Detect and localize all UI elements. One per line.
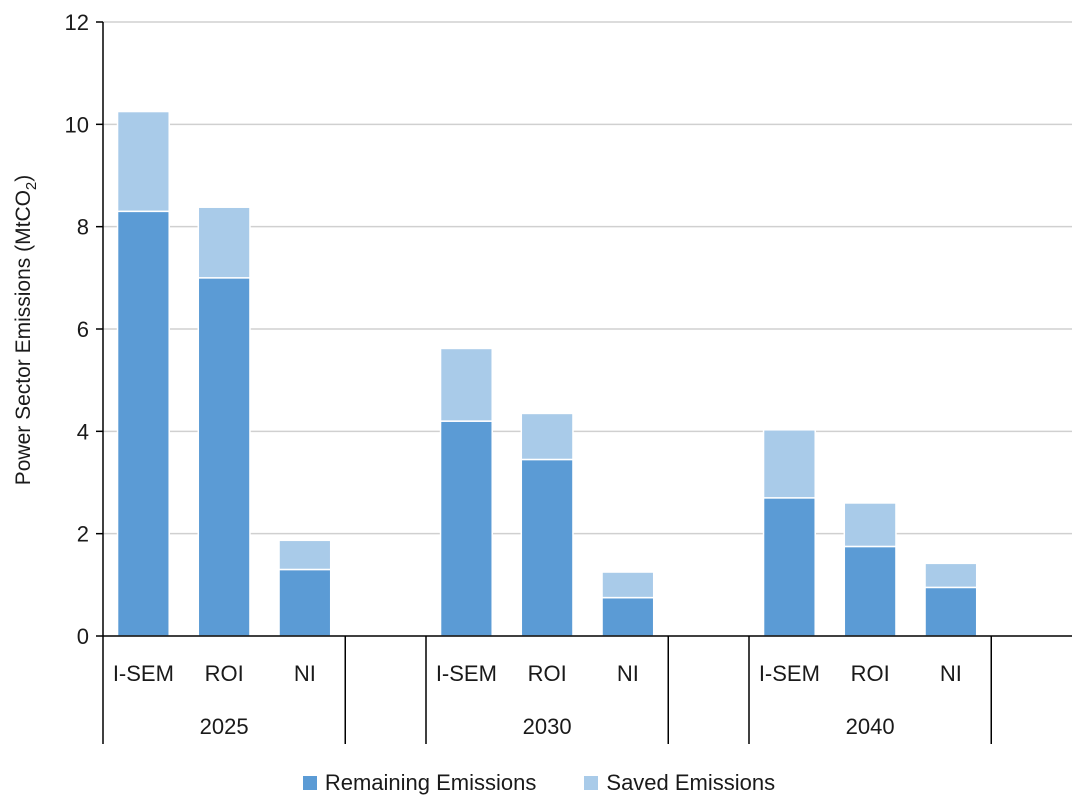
bar-remaining-2040-I-SEM	[762, 497, 816, 637]
y-tick-label: 10	[65, 112, 89, 137]
y-tick-label: 8	[77, 215, 89, 240]
bar-remaining-2025-ROI	[197, 277, 251, 637]
bar-saved-2030-ROI	[520, 412, 574, 461]
x-category-label: ROI	[528, 661, 567, 686]
y-tick-label: 0	[77, 624, 89, 649]
bar-remaining-2025-I-SEM	[116, 210, 170, 637]
y-axis-ticks: 0 2 4 6 8 10 12	[65, 10, 104, 649]
x-category-label: ROI	[205, 661, 244, 686]
x-category-label: NI	[294, 661, 316, 686]
x-category-label: NI	[617, 661, 639, 686]
bar-saved-2025-NI	[278, 539, 332, 571]
bar-remaining-2030-ROI	[520, 458, 574, 637]
legend-swatch-saved	[584, 776, 599, 790]
bar-saved-2030-I-SEM	[439, 347, 493, 422]
bar-saved-2030-NI	[601, 571, 655, 599]
x-axis: I-SEM ROI NI 2025 I-SEM ROI NI 2030 I-SEM ROI NI 20…	[102, 635, 1072, 744]
legend: Remaining Emissions Saved Emissions	[0, 770, 1078, 796]
bar-remaining-2030-I-SEM	[439, 420, 493, 637]
x-category-label: NI	[940, 661, 962, 686]
bar-saved-2040-ROI	[843, 502, 897, 548]
legend-item-saved: Saved Emissions	[584, 770, 775, 796]
bar-saved-2025-I-SEM	[116, 110, 170, 213]
bar-remaining-2030-NI	[601, 596, 655, 637]
y-tick-label: 6	[77, 317, 89, 342]
y-tick-label: 12	[65, 10, 89, 35]
y-tick-label: 4	[77, 419, 89, 444]
gridlines	[103, 21, 1072, 535]
x-category-label: ROI	[851, 661, 890, 686]
bar-remaining-2025-NI	[278, 568, 332, 637]
bars	[116, 110, 978, 637]
x-category-label: I-SEM	[759, 661, 820, 686]
x-group-label: 2040	[846, 714, 895, 739]
legend-item-remaining: Remaining Emissions	[302, 770, 537, 796]
bar-saved-2025-ROI	[197, 206, 251, 279]
x-group-label: 2030	[523, 714, 572, 739]
bar-saved-2040-NI	[924, 562, 978, 589]
bar-remaining-2040-ROI	[843, 545, 897, 637]
legend-label-remaining: Remaining Emissions	[324, 770, 537, 795]
x-category-label: I-SEM	[436, 661, 497, 686]
legend-label-saved: Saved Emissions	[606, 770, 776, 795]
bar-saved-2040-I-SEM	[762, 429, 816, 499]
y-axis-label: Power Sector Emissions (MtCO2)	[12, 175, 40, 486]
legend-swatch-remaining	[302, 776, 317, 790]
y-tick-label: 2	[77, 522, 89, 547]
x-category-label: I-SEM	[113, 661, 174, 686]
x-group-label: 2025	[200, 714, 249, 739]
bar-remaining-2040-NI	[924, 586, 978, 637]
